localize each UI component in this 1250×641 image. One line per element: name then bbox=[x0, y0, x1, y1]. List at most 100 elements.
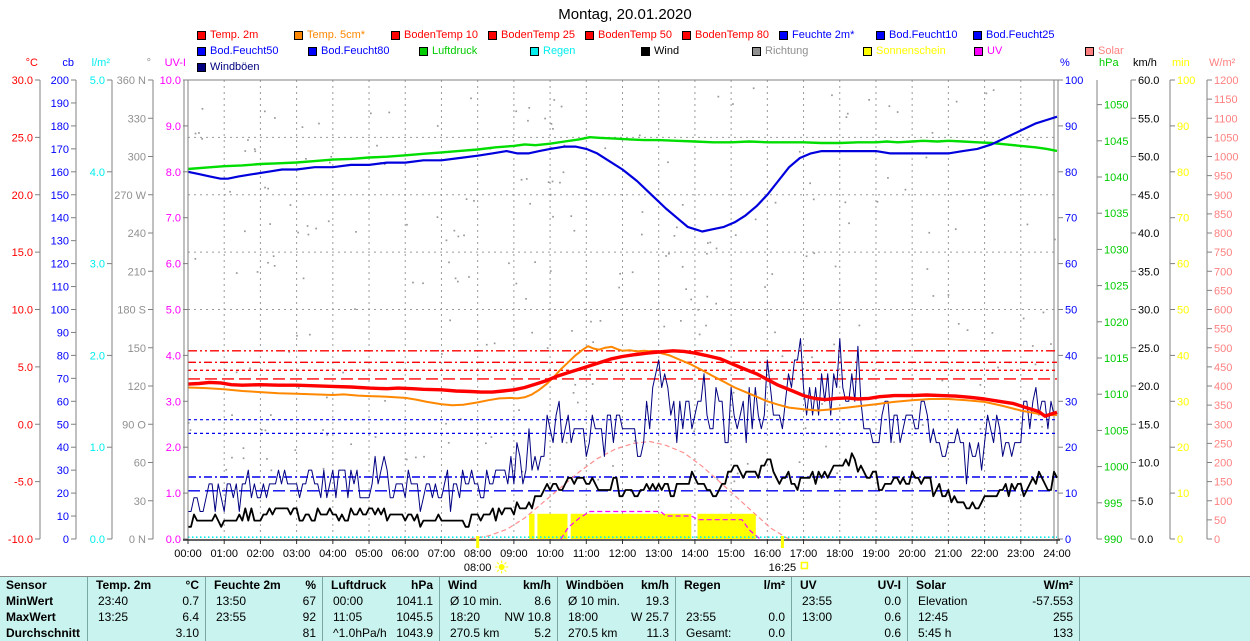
richtung-dot bbox=[562, 171, 565, 174]
richtung-dot bbox=[590, 320, 592, 323]
x-axis-label: 15:00 bbox=[717, 548, 745, 560]
legend-item-bod-feucht25: Bod.Feucht25 bbox=[973, 29, 1070, 41]
axis-tick-label: 1020 bbox=[1104, 317, 1128, 329]
legend-item-wind: Wind bbox=[641, 45, 752, 57]
header-windb-en-value: km/h bbox=[640, 578, 669, 592]
legend-item-bodentemp-25: BodenTemp 25 bbox=[488, 29, 585, 41]
richtung-dot bbox=[449, 319, 451, 322]
richtung-dot bbox=[618, 286, 620, 289]
richtung-dot bbox=[681, 204, 684, 206]
axis-tick-label: 60 bbox=[134, 458, 146, 470]
richtung-dot bbox=[468, 276, 470, 278]
axis-tick-label: 30.0 bbox=[1138, 305, 1159, 317]
x-axis-label: 17:00 bbox=[790, 548, 818, 560]
richtung-dot bbox=[525, 298, 527, 300]
x-axis-label: 21:00 bbox=[935, 548, 963, 560]
table-col-wind: Wind km/h Ø 10 min. 8.6 18:20 NW 10.8 270.5 km… bbox=[440, 577, 558, 641]
header-windb-en: Windböen km/h bbox=[558, 577, 675, 593]
min-uv-value: 0.0 bbox=[884, 594, 901, 608]
axis-tick-label: 120 bbox=[128, 381, 146, 393]
max-luftdruck: 11:05 1045.5 bbox=[323, 609, 439, 625]
richtung-dot bbox=[547, 181, 550, 183]
richtung-dot bbox=[991, 332, 994, 334]
axis-tick-label: 25.0 bbox=[12, 132, 33, 144]
max-solar-value: 255 bbox=[1052, 610, 1073, 624]
min-uv: 23:55 0.0 bbox=[792, 593, 907, 609]
header-luftdruck-time: Luftdruck bbox=[331, 578, 387, 592]
axis-tick-label: 400 bbox=[1214, 381, 1232, 393]
axis-tick-label: 5.0 bbox=[1138, 496, 1153, 508]
x-axis-label: 22:00 bbox=[971, 548, 999, 560]
legend-swatch-bodentemp-50 bbox=[585, 30, 594, 40]
richtung-dot bbox=[834, 265, 837, 268]
richtung-dot bbox=[732, 391, 735, 394]
richtung-dot bbox=[706, 295, 709, 298]
header-temp-2m: Temp. 2m °C bbox=[88, 577, 205, 593]
richtung-dot bbox=[463, 234, 465, 237]
richtung-dot bbox=[921, 424, 924, 426]
header-temp-2m-value: °C bbox=[185, 578, 199, 592]
richtung-dot bbox=[957, 323, 960, 325]
richtung-dot bbox=[1026, 223, 1029, 226]
x-axis-label: 14:00 bbox=[681, 548, 709, 560]
richtung-dot bbox=[342, 371, 344, 374]
richtung-dot bbox=[384, 400, 386, 402]
richtung-dot bbox=[665, 255, 667, 257]
richtung-dot bbox=[370, 112, 372, 115]
richtung-dot bbox=[997, 366, 999, 369]
axis-tick-label: 15.0 bbox=[1138, 419, 1159, 431]
legend-item-windb-en: Windböen bbox=[197, 61, 308, 73]
avg-windb-en-value: 11.3 bbox=[646, 626, 669, 640]
legend-swatch-bodentemp-80 bbox=[682, 30, 691, 40]
avg-feuchte-2m: 81 bbox=[206, 625, 322, 641]
richtung-dot bbox=[804, 427, 807, 430]
legend-label: BodenTemp 25 bbox=[501, 29, 575, 41]
legend-item-bod-feucht50: Bod.Feucht50 bbox=[197, 45, 308, 57]
richtung-dot bbox=[641, 233, 643, 236]
legend-item-bodentemp-80: BodenTemp 80 bbox=[682, 29, 779, 41]
avg-solar: 5:45 h 133 bbox=[908, 625, 1079, 641]
legend-item-bod-feucht80: Bod.Feucht80 bbox=[308, 45, 419, 57]
richtung-dot bbox=[715, 302, 717, 305]
richtung-dot bbox=[189, 429, 192, 431]
richtung-dot bbox=[412, 281, 414, 284]
richtung-dot bbox=[1050, 343, 1052, 345]
richtung-dot bbox=[270, 469, 273, 472]
richtung-dot bbox=[552, 128, 554, 130]
axis-tick-label: 990 bbox=[1104, 534, 1122, 546]
richtung-dot bbox=[846, 112, 849, 115]
axis-tick-label: 50 bbox=[1065, 305, 1077, 317]
max-uv-time: 13:00 bbox=[802, 610, 833, 624]
axis-tick-label: 0 N bbox=[129, 534, 146, 546]
min-wind-value: 8.6 bbox=[534, 594, 551, 608]
richtung-dot bbox=[307, 233, 310, 236]
legend-swatch-temp-5cm- bbox=[294, 30, 303, 40]
axis-tick-label: 0 bbox=[1177, 534, 1183, 546]
richtung-dot bbox=[941, 379, 944, 382]
header-solar-value: W/m² bbox=[1043, 578, 1073, 592]
legend-label: BodenTemp 80 bbox=[695, 29, 769, 41]
table-col-regen: Regen l/m² 23:55 0.0 Gesamt: 0.0 bbox=[676, 577, 792, 641]
axis-tick-label: 0 bbox=[1214, 534, 1220, 546]
chart-canvas: -10.0 -5.0 0.0 5.0 10.0 15.0 20.0 25.0 30.0 °C 0 10… bbox=[8, 57, 1239, 574]
richtung-dot bbox=[836, 472, 838, 475]
richtung-dot bbox=[309, 333, 311, 336]
richtung-dot bbox=[423, 455, 425, 458]
richtung-dot bbox=[244, 150, 247, 152]
axis-tick-label: 0 bbox=[1065, 534, 1071, 546]
axis-tick-label: 180 S bbox=[117, 305, 146, 317]
legend-label: Windböen bbox=[210, 61, 260, 73]
richtung-dot bbox=[470, 97, 472, 100]
axis-tick-label: 950 bbox=[1214, 171, 1232, 183]
max-feuchte-2m: 23:55 92 bbox=[206, 609, 322, 625]
axis-tick-label: 120 bbox=[51, 259, 69, 271]
avg-wind-value: 5.2 bbox=[534, 626, 551, 640]
richtung-dot bbox=[266, 458, 268, 460]
axis-tick-label: 60 bbox=[57, 396, 69, 408]
axis-tick-label: 100 bbox=[1177, 75, 1195, 87]
legend-label: UV bbox=[987, 45, 1003, 57]
richtung-dot bbox=[805, 255, 808, 258]
axis-tick-label: 2.0 bbox=[166, 442, 181, 454]
axis-tick-label: 10.0 bbox=[12, 305, 33, 317]
